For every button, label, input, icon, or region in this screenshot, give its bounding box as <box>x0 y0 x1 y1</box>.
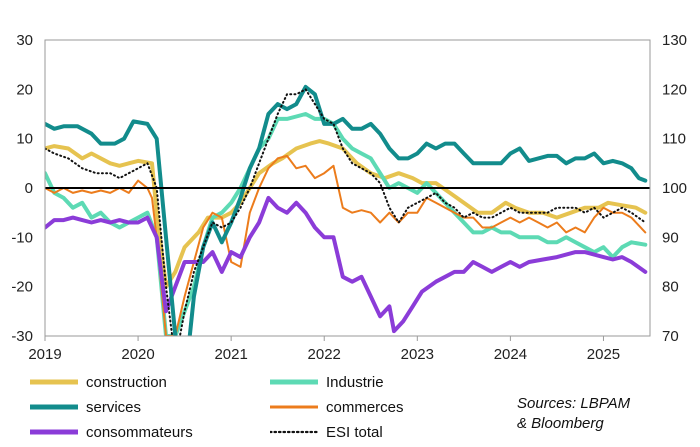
series-services <box>45 84 648 336</box>
y-right-tick-label: 80 <box>662 279 679 296</box>
series-consommateurs <box>45 195 648 334</box>
legend-swatch-construction <box>30 379 78 385</box>
y-left-tick-label: 10 <box>16 131 33 148</box>
x-tick-label: 2022 <box>308 346 341 363</box>
series-layer <box>45 84 648 336</box>
legend-label-industrie: Industrie <box>326 373 384 391</box>
legend: construction Industrie services commerce… <box>30 371 500 443</box>
legend-label-consommateurs: consommateurs <box>86 423 193 441</box>
series-esi-total <box>45 88 647 336</box>
legend-label-esi-total: ESI total <box>326 423 383 441</box>
x-tick-label: 2023 <box>401 346 434 363</box>
series-construction <box>45 139 648 289</box>
series-industrie <box>45 112 648 336</box>
legend-label-commerces: commerces <box>326 398 404 416</box>
legend-item-services: services <box>30 396 141 418</box>
source-line-1: Sources: LBPAM <box>517 395 631 412</box>
plot-frame <box>44 39 651 337</box>
series-commerces <box>45 154 647 336</box>
legend-swatch-consommateurs <box>30 429 78 435</box>
y-left-tick-label: -10 <box>11 229 33 246</box>
y-right-tick-label: 90 <box>662 229 679 246</box>
y-right-tick-label: 130 <box>662 32 687 49</box>
x-tick-label: 2019 <box>28 346 61 363</box>
x-tick-label: 2025 <box>587 346 620 363</box>
y-right-tick-label: 70 <box>662 328 679 345</box>
legend-label-services: services <box>86 398 142 416</box>
legend-swatch-industrie <box>270 379 318 385</box>
legend-item-commerces: commerces <box>270 396 404 418</box>
y-left-tick-label: 30 <box>16 32 33 49</box>
y-left-tick-label: 20 <box>16 81 33 98</box>
legend-item-industrie: Industrie <box>270 371 384 393</box>
legend-item-consommateurs: consommateurs <box>30 421 193 443</box>
legend-swatch-services <box>30 404 78 410</box>
y-left-tick-label: -20 <box>11 279 33 296</box>
y-right-tick-label: 120 <box>662 81 687 98</box>
legend-swatch-commerces <box>270 405 318 409</box>
source-line-2: & Bloomberg <box>517 415 604 432</box>
legend-item-construction: construction <box>30 371 167 393</box>
y-right-tick-label: 110 <box>662 131 686 148</box>
y-left-tick-label: -30 <box>11 328 33 345</box>
x-tick-label: 2020 <box>121 346 154 363</box>
y-right-tick-label: 100 <box>662 180 687 197</box>
legend-item-esi-total: ESI total <box>270 421 383 443</box>
x-tick-label: 2021 <box>214 346 247 363</box>
legend-swatch-esi-total <box>270 430 318 434</box>
source-note: Sources: LBPAM & Bloomberg <box>517 394 630 434</box>
legend-label-construction: construction <box>86 373 167 391</box>
chart-area: -30 -20 -10 0 10 20 30 70 80 90 100 110 120 130 2019 20… <box>11 32 687 363</box>
axis-layer: -30 -20 -10 0 10 20 30 70 80 90 100 110 120 130 2019 20… <box>11 32 687 363</box>
x-tick-label: 2024 <box>494 346 527 363</box>
y-left-tick-label: 0 <box>25 180 33 197</box>
